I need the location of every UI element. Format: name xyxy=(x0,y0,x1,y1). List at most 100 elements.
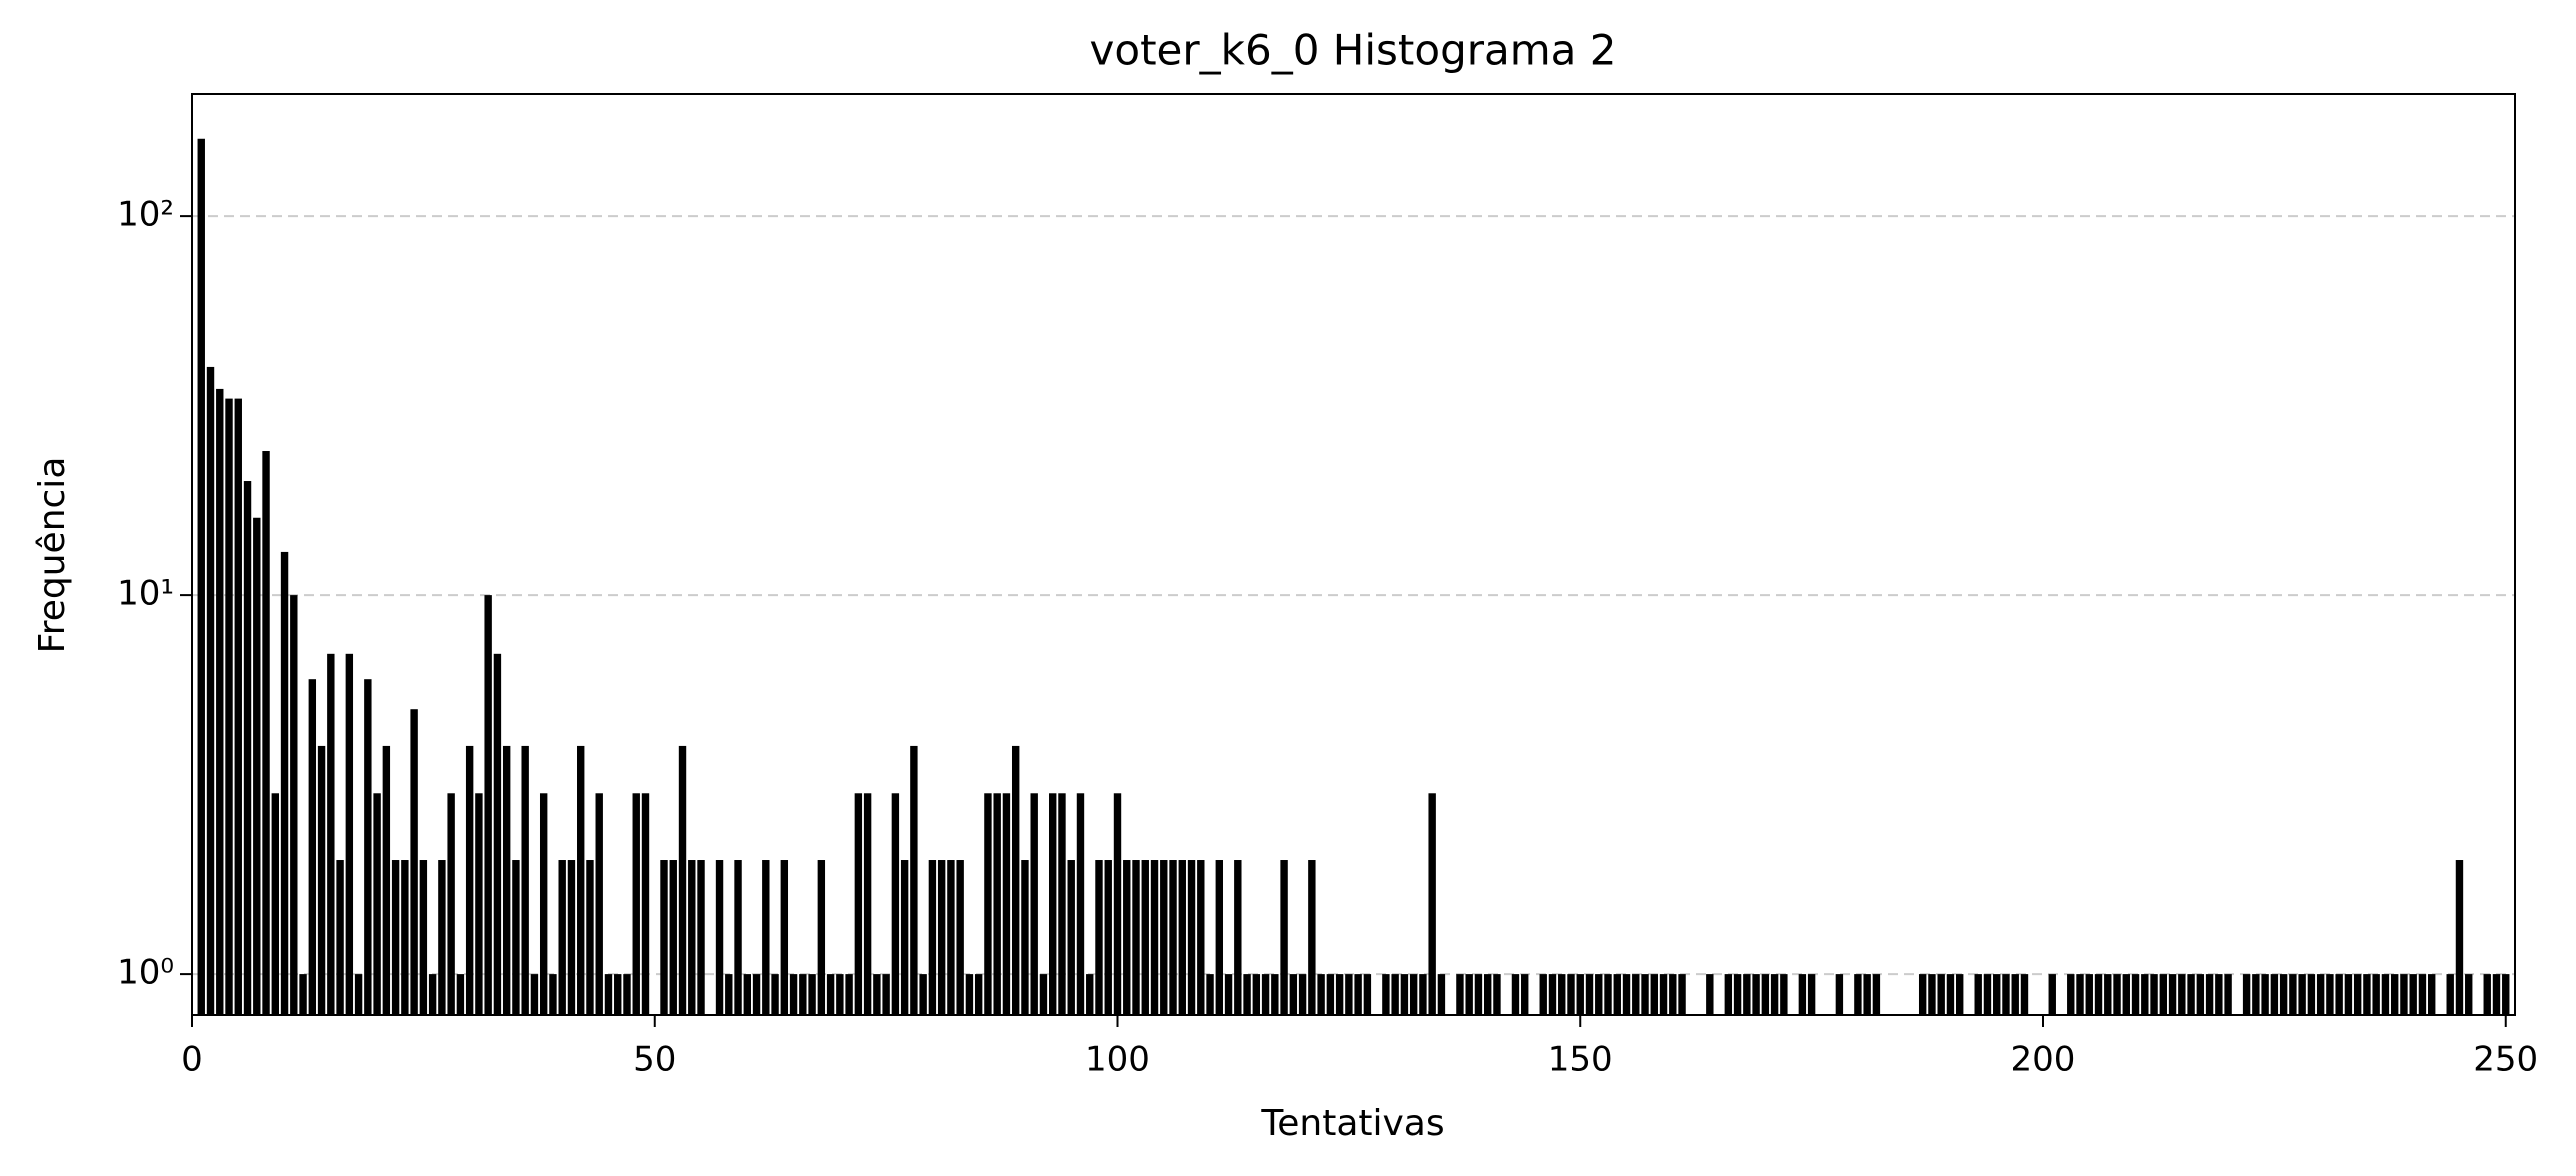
bar xyxy=(1993,974,2001,1015)
bar xyxy=(308,679,317,1015)
bar xyxy=(743,974,752,1015)
bar xyxy=(2298,974,2306,1015)
bar xyxy=(1835,974,1844,1015)
bar xyxy=(1706,974,1714,1015)
bar xyxy=(447,793,455,1015)
bar xyxy=(762,860,770,1015)
bar xyxy=(1428,793,1436,1015)
bar xyxy=(2196,974,2205,1015)
y-axis-label: Frequência xyxy=(32,457,73,654)
bar xyxy=(1354,974,1362,1015)
bar xyxy=(1483,974,1492,1015)
bar xyxy=(354,974,363,1015)
bar xyxy=(2344,974,2353,1015)
bar xyxy=(1678,974,1686,1015)
bar xyxy=(1123,860,1131,1015)
bar xyxy=(2020,974,2029,1015)
bar xyxy=(2067,974,2075,1015)
bar xyxy=(290,595,298,1015)
bar xyxy=(2205,974,2214,1015)
bar xyxy=(1391,974,1399,1015)
bar xyxy=(567,860,576,1015)
bar xyxy=(225,398,233,1015)
bar xyxy=(1400,974,1409,1015)
bar xyxy=(1289,974,1298,1015)
bar xyxy=(1650,974,1658,1015)
bar xyxy=(1983,974,1992,1015)
x-tick-label: 50 xyxy=(633,1040,676,1080)
bar xyxy=(1659,974,1668,1015)
bar xyxy=(493,653,502,1015)
bar xyxy=(1761,974,1770,1015)
bar xyxy=(1854,974,1862,1015)
bar xyxy=(2326,974,2334,1015)
bar xyxy=(1521,974,1529,1015)
bar xyxy=(2002,974,2010,1015)
x-tick-label: 250 xyxy=(2473,1040,2538,1080)
bar xyxy=(1104,860,1112,1015)
bar xyxy=(817,860,826,1015)
bar xyxy=(984,793,992,1015)
bar xyxy=(1613,974,1621,1015)
bar xyxy=(1234,860,1242,1015)
chart-title: voter_k6_0 Histograma 2 xyxy=(1090,26,1617,75)
bar xyxy=(2335,974,2343,1015)
bar xyxy=(1030,793,1038,1015)
bar xyxy=(456,974,465,1015)
bar xyxy=(863,793,872,1015)
bar xyxy=(826,974,835,1015)
x-tick-label: 100 xyxy=(1085,1040,1150,1080)
bar xyxy=(2455,860,2464,1015)
bar xyxy=(1937,974,1945,1015)
bar xyxy=(197,138,205,1016)
bar xyxy=(1955,974,1964,1015)
bar xyxy=(771,974,779,1015)
bar xyxy=(2113,974,2121,1015)
bar xyxy=(900,860,909,1015)
bar xyxy=(1215,860,1224,1015)
bar xyxy=(2270,974,2279,1015)
bar xyxy=(2307,974,2316,1015)
bar xyxy=(2122,974,2130,1015)
bar xyxy=(1224,974,1233,1015)
bar xyxy=(854,793,863,1015)
bar xyxy=(234,398,242,1015)
bar xyxy=(2261,974,2269,1015)
bar xyxy=(1021,860,1029,1015)
bar xyxy=(391,860,400,1015)
bar xyxy=(1928,974,1936,1015)
bar xyxy=(2483,974,2491,1015)
bar xyxy=(1946,974,1955,1015)
x-axis-label: Tentativas xyxy=(1260,1103,1444,1144)
x-tick-label: 150 xyxy=(1548,1040,1613,1080)
bar xyxy=(660,860,668,1015)
bar xyxy=(873,974,881,1015)
bar xyxy=(530,974,539,1015)
bar xyxy=(438,860,446,1015)
bar xyxy=(2465,974,2473,1015)
bar xyxy=(1363,974,1372,1015)
bar xyxy=(1141,860,1149,1015)
bar xyxy=(1974,974,1982,1015)
bar xyxy=(1474,974,1483,1015)
bar xyxy=(1187,860,1196,1015)
bar xyxy=(2215,974,2223,1015)
bar xyxy=(1076,793,1085,1015)
bar xyxy=(1511,974,1520,1015)
bar xyxy=(891,793,900,1015)
bar xyxy=(262,451,270,1015)
bar xyxy=(539,793,548,1015)
bar xyxy=(1317,974,1325,1015)
bar xyxy=(1150,860,1159,1015)
bar xyxy=(475,793,483,1015)
bar xyxy=(253,517,261,1015)
bar xyxy=(549,974,557,1015)
bar xyxy=(1002,793,1011,1015)
bar xyxy=(1261,974,1270,1015)
bar xyxy=(1743,974,1751,1015)
bar xyxy=(1243,974,1251,1015)
bar xyxy=(1595,974,1603,1015)
bar xyxy=(465,745,474,1015)
bar xyxy=(780,860,789,1015)
bar xyxy=(2418,974,2427,1015)
